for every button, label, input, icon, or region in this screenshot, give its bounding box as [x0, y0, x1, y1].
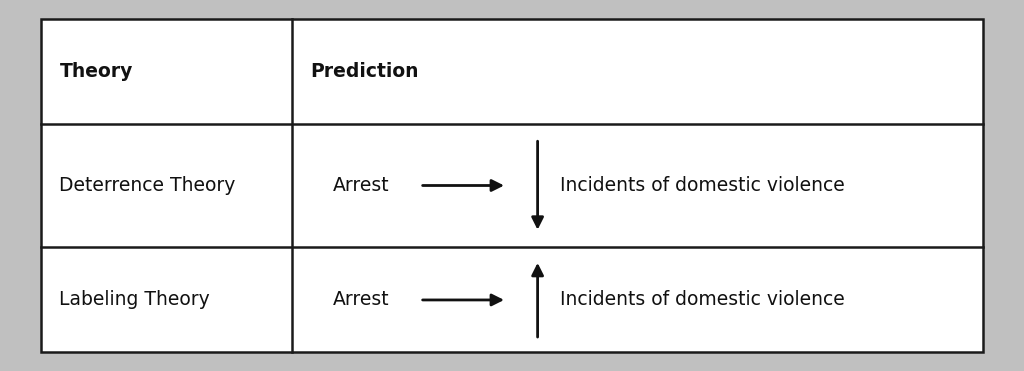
Text: Deterrence Theory: Deterrence Theory [59, 176, 236, 195]
Text: Incidents of domestic violence: Incidents of domestic violence [560, 176, 845, 195]
Text: Arrest: Arrest [333, 176, 389, 195]
Text: Theory: Theory [59, 62, 133, 81]
Text: Arrest: Arrest [333, 290, 389, 309]
FancyBboxPatch shape [41, 19, 983, 352]
Text: Labeling Theory: Labeling Theory [59, 290, 210, 309]
Text: Incidents of domestic violence: Incidents of domestic violence [560, 290, 845, 309]
Text: Prediction: Prediction [310, 62, 419, 81]
